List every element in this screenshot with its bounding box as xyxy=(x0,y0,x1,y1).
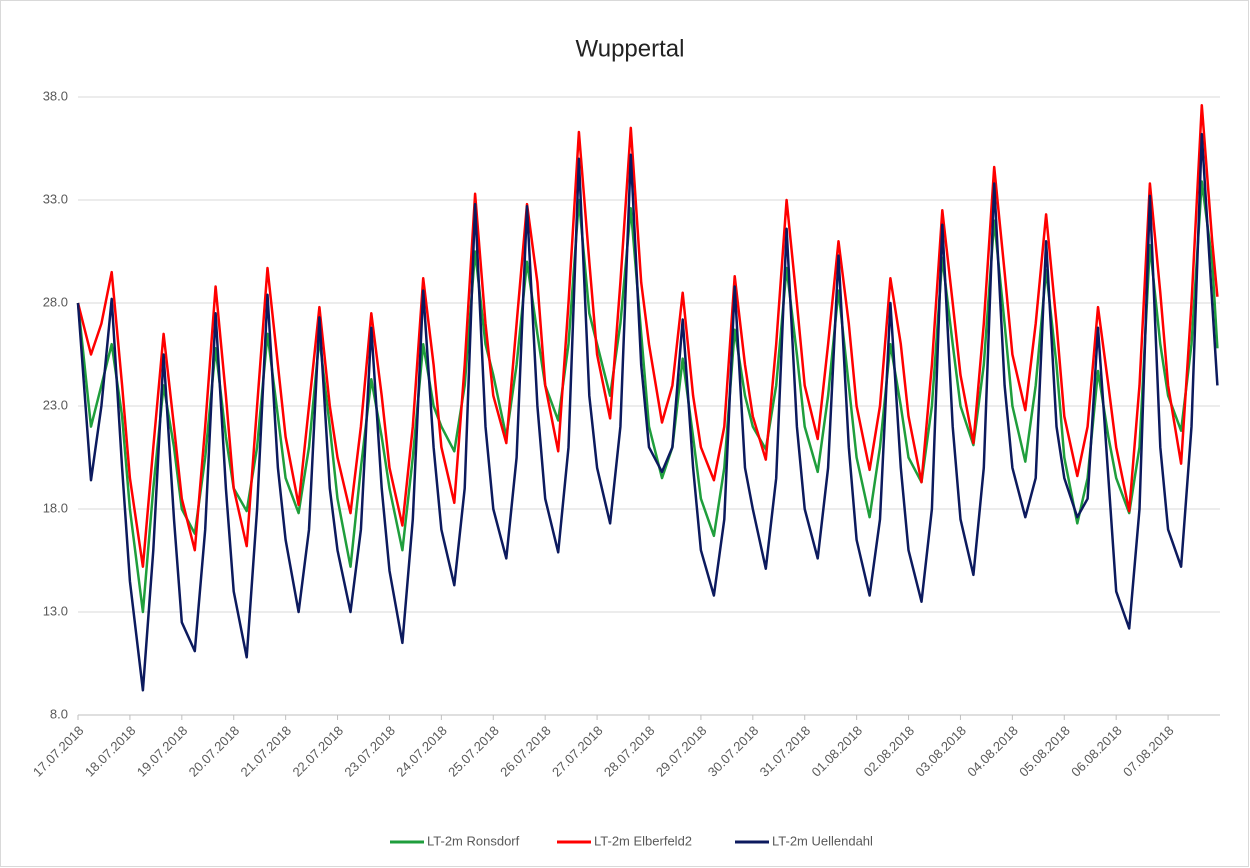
legend-label: LT-2m Uellendahl xyxy=(772,833,873,848)
y-tick-label: 8.0 xyxy=(50,706,68,721)
y-tick-label: 13.0 xyxy=(43,603,68,618)
y-tick-label: 38.0 xyxy=(43,88,68,103)
legend-label: LT-2m Ronsdorf xyxy=(427,833,520,848)
legend-label: LT-2m Elberfeld2 xyxy=(594,833,692,848)
series-line xyxy=(76,132,1219,692)
y-tick-label: 33.0 xyxy=(43,191,68,206)
y-tick-label: 23.0 xyxy=(43,397,68,412)
y-tick-label: 28.0 xyxy=(43,294,68,309)
chart-title: Wuppertal xyxy=(576,35,685,62)
series-line xyxy=(76,103,1219,568)
y-tick-label: 18.0 xyxy=(43,500,68,515)
